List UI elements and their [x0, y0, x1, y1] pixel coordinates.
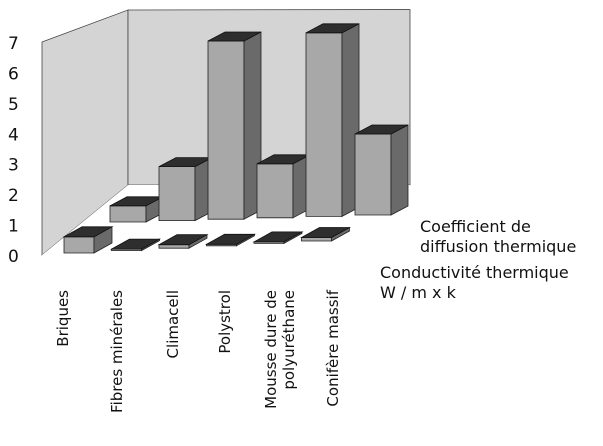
bar-series-1: [158, 156, 213, 222]
bar-front-face: [63, 236, 95, 254]
y-tick-label: 6: [8, 64, 19, 84]
bar-front-face: [256, 163, 294, 219]
bar-series-2: [299, 226, 352, 242]
bar-front-face: [158, 166, 196, 222]
x-tick-label: Polystrol: [216, 290, 234, 354]
bar-front-face: [301, 237, 332, 242]
bar-series-1: [256, 154, 311, 219]
bar-top-face: [299, 227, 352, 238]
bar-series-2: [252, 231, 304, 245]
bar-series-2: [109, 238, 162, 252]
y-tick-label: 7: [8, 34, 19, 54]
bar-front-face: [354, 133, 392, 216]
x-tick-label: Mousse dure depolyuréthane: [262, 290, 298, 409]
bar-side-face: [390, 124, 409, 216]
bar-front-face: [109, 205, 147, 223]
legend: Coefficient de diffusion thermique Conduct…: [380, 217, 576, 302]
x-tick-label: Conifère massif: [324, 289, 342, 406]
y-tick-label: 1: [8, 217, 19, 237]
bar-top-face: [204, 233, 257, 245]
bar-series-1: [207, 31, 262, 220]
bar-series-2: [62, 226, 114, 254]
bar-series-2: [204, 233, 257, 247]
bar-series-1: [305, 23, 360, 218]
legend-entry: Coefficient de diffusion thermique: [420, 217, 576, 256]
x-tick-label: Fibres minérales: [108, 290, 126, 413]
y-tick-label: 0: [8, 247, 19, 267]
bar-front-face: [207, 40, 245, 220]
bar-series-1: [354, 124, 409, 216]
bar-series-2: [157, 234, 209, 249]
bar-front-face: [158, 244, 190, 249]
bar-top-face: [157, 234, 209, 246]
bar-top-face: [109, 238, 162, 250]
bar-top-face: [252, 231, 304, 243]
x-tick-label: Briques: [54, 290, 72, 347]
y-tick-label: 3: [8, 156, 19, 176]
y-tick-label: 5: [8, 95, 19, 115]
bar-top-face: [207, 31, 262, 42]
bar-top-face: [354, 124, 409, 135]
y-axis-ticks: 0 1 2 3 4 5 6 7: [8, 34, 19, 267]
legend-entry: Conductivité thermique W / m x k: [380, 263, 569, 302]
bars: [62, 23, 409, 254]
y-tick-label: 2: [8, 186, 19, 206]
x-axis-labels: Briques Fibres minérales Climacell Polystro…: [54, 289, 342, 413]
x-tick-label: Climacell: [164, 290, 182, 358]
bar-top-face: [305, 23, 360, 34]
y-tick-label: 4: [8, 125, 19, 145]
bar-front-face: [305, 32, 343, 217]
bar-top-face: [62, 226, 114, 238]
